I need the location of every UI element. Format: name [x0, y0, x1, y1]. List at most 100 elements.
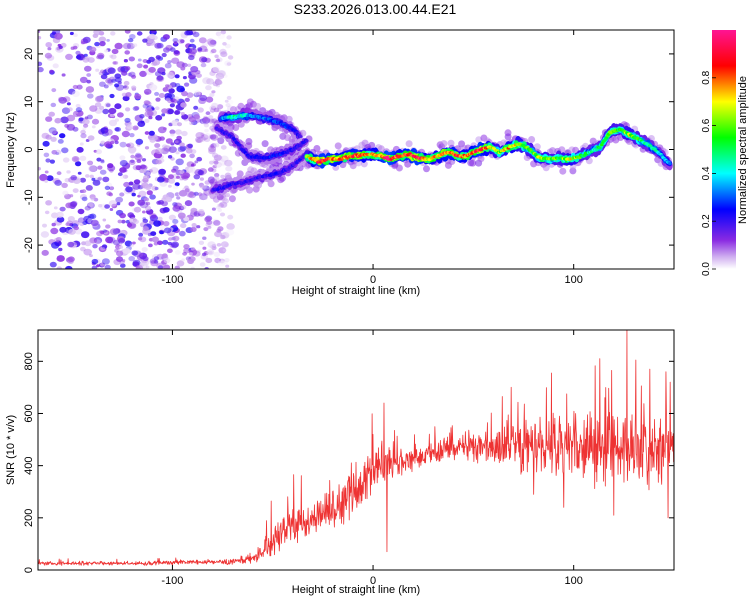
- heatmap-noise-cell: [184, 97, 190, 102]
- heatmap-track-halo-cell: [440, 140, 448, 148]
- heatmap-noise-cell: [148, 66, 156, 73]
- heatmap-noise-cell: [149, 213, 157, 219]
- heatmap-noise-cell: [81, 241, 87, 246]
- heatmap-noise-cell: [125, 219, 131, 224]
- heatmap-noise-cell: [72, 45, 78, 50]
- heatmap-noise-cell: [178, 190, 188, 197]
- heatmap-noise-cell: [226, 62, 232, 66]
- heatmap-noise-cell: [50, 102, 57, 108]
- heatmap-noise-cell: [153, 256, 160, 261]
- heatmap-noise-cell: [94, 102, 102, 108]
- heatmap-noise-cell: [223, 260, 228, 265]
- heatmap-noise-cell: [205, 96, 214, 103]
- heatmap-noise-cell: [149, 194, 156, 200]
- heatmap-noise-cell: [127, 212, 134, 218]
- heatmap-noise-cell: [219, 48, 227, 55]
- heatmap-noise-cell: [221, 231, 230, 238]
- heatmap-track-halo-cell: [267, 180, 275, 188]
- heatmap-noise-cell: [202, 236, 207, 240]
- heatmap-noise-cell: [91, 258, 99, 265]
- heatmap-noise-cell: [53, 237, 60, 243]
- heatmap-noise-cell: [191, 162, 197, 167]
- heatmap-noise-cell: [59, 133, 66, 139]
- heatmap-noise-cell: [119, 192, 125, 197]
- heatmap-noise-cell: [168, 178, 176, 184]
- heatmap-noise-cell: [149, 258, 157, 264]
- heatmap-noise-cell: [108, 192, 113, 197]
- heatmap-noise-cell: [79, 76, 88, 84]
- heatmap-noise-cell: [78, 117, 84, 122]
- heatmap-noise-cell: [172, 185, 179, 190]
- heatmap-noise-cell: [75, 50, 81, 56]
- heatmap-noise-cell: [131, 192, 136, 197]
- heatmap-noise-cell: [104, 102, 112, 108]
- heatmap-noise-cell: [125, 107, 131, 112]
- heatmap-noise-cell: [212, 218, 220, 225]
- heatmap-noise-cell: [224, 258, 230, 263]
- heatmap-noise-cell: [214, 257, 222, 264]
- heatmap-noise-cell: [49, 261, 57, 268]
- heatmap-noise-cell: [205, 85, 212, 91]
- heatmap-track-halo-cell: [405, 140, 413, 148]
- heatmap-noise-cell: [225, 228, 235, 236]
- heatmap-noise-cell: [176, 135, 182, 141]
- heatmap-noise-cell: [123, 168, 128, 173]
- heatmap-noise-cell: [119, 155, 126, 161]
- heatmap-noise-cell: [38, 167, 41, 171]
- heatmap-noise-cell: [104, 128, 113, 136]
- heatmap-noise-cell: [52, 63, 59, 69]
- heatmap-noise-cell: [82, 127, 87, 131]
- snr-plot-frame: [37, 329, 675, 571]
- heatmap-noise-cell: [123, 80, 130, 86]
- heatmap-noise-cell: [69, 194, 74, 198]
- heatmap-noise-cell: [155, 159, 162, 165]
- heatmap-noise-cell: [199, 262, 206, 267]
- heatmap-noise-cell: [213, 142, 220, 148]
- heatmap-noise-cell: [189, 38, 195, 43]
- heatmap-noise-cell: [217, 260, 226, 267]
- heatmap-noise-cell: [202, 246, 207, 250]
- heatmap-noise-cell: [165, 138, 173, 144]
- heatmap-noise-cell: [132, 164, 140, 171]
- heatmap-noise-cell: [206, 78, 215, 85]
- heatmap-noise-cell: [114, 83, 120, 88]
- heatmap-noise-cell: [201, 57, 208, 63]
- heatmap-noise-cell: [109, 208, 114, 211]
- heatmap-track-halo-cell: [504, 133, 512, 141]
- heatmap-noise-cell: [112, 61, 117, 65]
- heatmap-noise-cell: [174, 265, 180, 269]
- heatmap-noise-cell: [213, 243, 218, 247]
- heatmap-noise-cell: [41, 249, 49, 256]
- heatmap-noise-cell: [59, 206, 66, 212]
- heatmap-noise-cell: [77, 208, 85, 215]
- heatmap-noise-cell: [46, 175, 54, 182]
- heatmap-noise-cell: [114, 248, 119, 253]
- heatmap-noise-cell: [126, 124, 134, 130]
- heatmap-noise-cell: [176, 175, 180, 179]
- heatmap-noise-cell: [179, 142, 185, 147]
- heatmap-noise-cell: [44, 179, 48, 183]
- heatmap-noise-cell: [213, 220, 221, 226]
- heatmap-noise-cell: [220, 174, 225, 179]
- heatmap-noise-cell: [82, 221, 88, 225]
- heatmap-noise-cell: [190, 266, 195, 269]
- heatmap-noise-cell: [79, 177, 86, 183]
- heatmap-noise-cell: [169, 103, 175, 108]
- heatmap-noise-cell: [176, 260, 185, 267]
- heatmap-noise-cell: [79, 222, 84, 227]
- heatmap-noise-cell: [75, 103, 81, 108]
- heatmap-track-halo-cell: [559, 167, 567, 175]
- heatmap-noise-cell: [114, 42, 123, 50]
- heatmap-noise-cell: [98, 204, 103, 208]
- heatmap-noise-cell: [74, 241, 79, 245]
- heatmap-noise-cell: [89, 213, 97, 220]
- heatmap-noise-cell: [42, 140, 50, 147]
- heatmap-noise-cell: [199, 184, 205, 189]
- heatmap-noise-cell: [136, 63, 143, 69]
- heatmap-noise-cell: [135, 152, 142, 158]
- heatmap-noise-cell: [177, 122, 182, 127]
- heatmap-noise-cell: [91, 118, 100, 125]
- heatmap-noise-cell: [89, 254, 93, 258]
- heatmap-noise-cell: [185, 148, 193, 154]
